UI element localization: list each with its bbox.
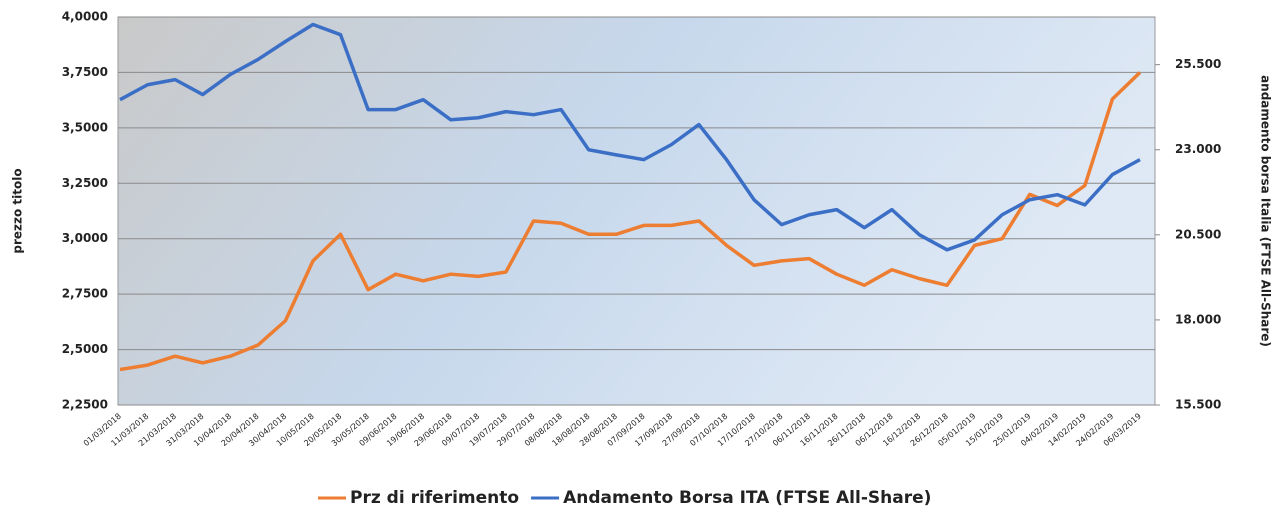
y-tick-label: 3,7500 bbox=[62, 65, 108, 79]
y2-tick-label: 20.500 bbox=[1175, 227, 1221, 241]
y-tick-label: 3,2500 bbox=[62, 176, 108, 190]
series-line bbox=[119, 71, 1142, 372]
y-axis-label: prezzo titolo bbox=[11, 168, 25, 253]
legend-label: Andamento Borsa ITA (FTSE All-Share) bbox=[563, 488, 931, 508]
y-tick-label: 3,0000 bbox=[62, 231, 108, 245]
plot-area bbox=[117, 16, 1156, 406]
y2-tick-label: 25.500 bbox=[1175, 57, 1221, 71]
y-tick-label: 3,5000 bbox=[62, 120, 108, 134]
y2-tick-label: 15.500 bbox=[1175, 398, 1221, 412]
y-tick-label: 2,5000 bbox=[62, 342, 108, 356]
y-tick-label: 2,2500 bbox=[62, 398, 108, 412]
legend-label: Prz di riferimento bbox=[350, 488, 519, 508]
y-tick-label: 2,7500 bbox=[62, 287, 108, 301]
y2-axis-label: andamento borsa Italia (FTSE All-Share) bbox=[1259, 75, 1273, 347]
y2-tick-label: 23.000 bbox=[1175, 142, 1221, 156]
series-line bbox=[119, 22, 1141, 252]
y2-tick-label: 18.000 bbox=[1175, 312, 1221, 326]
y-tick-label: 4,0000 bbox=[62, 10, 108, 24]
